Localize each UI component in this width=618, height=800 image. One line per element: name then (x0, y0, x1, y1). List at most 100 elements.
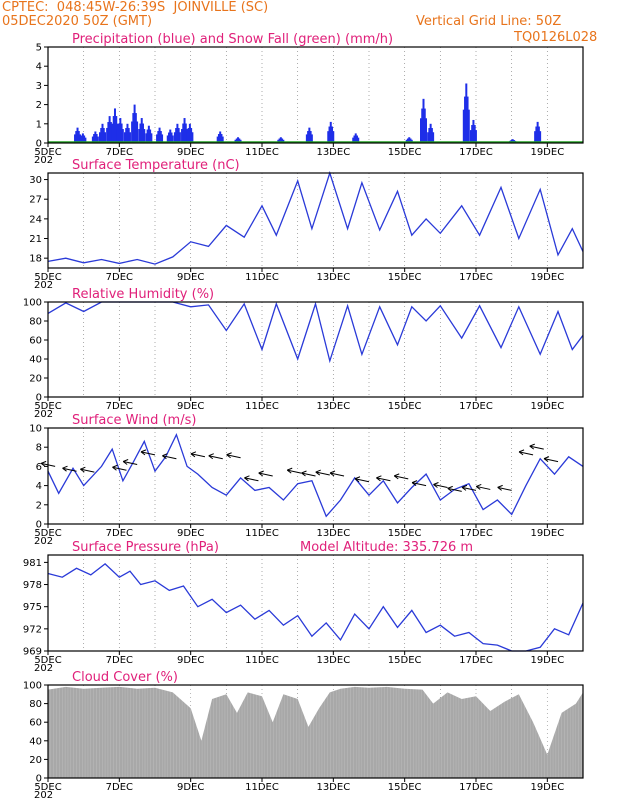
y-tick-label: 2 (36, 500, 42, 511)
panel-frame (47, 46, 584, 144)
precip-bar (136, 121, 139, 143)
wind-arrow (301, 470, 316, 477)
wind-arrow (244, 475, 259, 482)
wind-arrow-head (529, 443, 535, 450)
wind-arrow-shaft (529, 445, 544, 450)
wind-arrow-shaft (329, 472, 345, 477)
y-tick-label: 21 (29, 234, 42, 245)
wind-arrow-shaft (394, 475, 409, 480)
y-tick-label: 981 (23, 558, 42, 569)
y-tick-label: 60 (29, 336, 42, 347)
precip-bar (178, 132, 181, 143)
y-tick-label: 969 (23, 647, 42, 658)
precip-bar (111, 123, 114, 143)
wind-arrow (497, 484, 512, 491)
precip-bar (83, 135, 86, 143)
x-year-stub: 202 (34, 155, 53, 166)
wind-arrow-head (80, 466, 86, 473)
wind-arrow (393, 473, 409, 480)
precip-bar (183, 118, 186, 143)
precip-bar (74, 134, 77, 143)
wind-arrow-head (162, 453, 168, 460)
x-tick-label: 15DEC (388, 782, 422, 793)
precip-bar (467, 109, 470, 143)
wind-arrow (461, 484, 477, 491)
y-tick-label: 0 (36, 393, 42, 404)
wind-arrow (329, 470, 345, 477)
wind-arrow-shaft (518, 451, 534, 456)
precip-bar (159, 131, 162, 143)
precip-bar (353, 135, 356, 143)
precip-bar (190, 128, 193, 143)
precip-bar (464, 96, 467, 143)
precip-bar (408, 137, 411, 143)
x-tick-label: 15DEC (388, 528, 422, 539)
precip-bar (422, 98, 425, 143)
precip-bar (156, 134, 159, 143)
y-tick-label: 100 (23, 298, 42, 309)
wind-arrow (376, 475, 391, 482)
x-tick-label: 7DEC (106, 401, 133, 412)
x-tick-label: 17DEC (459, 147, 493, 158)
x-tick-label: 7DEC (106, 272, 133, 283)
panel-4: Surface Wind (m/s) 0 2 4 6 8 10 5DEC 7DEC 9DEC 11D… (29, 413, 584, 547)
precip-bar (150, 133, 153, 143)
x-tick-label: 5DEC (34, 655, 61, 666)
x-tick-label: 13DEC (316, 782, 350, 793)
precip-bar (75, 131, 78, 143)
precip-bar (79, 137, 82, 143)
wind-arrow (286, 467, 302, 474)
precip-bar (535, 126, 538, 143)
wind-arrow (411, 480, 427, 487)
wind-arrow-shaft (461, 486, 477, 491)
wind-arrow-head (122, 459, 129, 465)
precip-bar (354, 133, 357, 143)
precip-bar (188, 123, 191, 143)
x-year-stub: 202 (34, 536, 53, 547)
precip-bar (423, 108, 426, 143)
wind-arrow-shaft (80, 468, 95, 473)
panel-5: Surface Pressure (hPa) Model Altitude: 33… (23, 540, 584, 674)
precip-bar (145, 133, 148, 143)
wind-arrow (80, 466, 95, 473)
cloud-cover-area (48, 686, 583, 778)
precip-bar (103, 132, 106, 143)
x-tick-label: 5DEC (34, 528, 61, 539)
x-tick-label: 19DEC (530, 528, 564, 539)
precip-bar (77, 131, 80, 143)
x-tick-label: 15DEC (388, 147, 422, 158)
precip-bar (432, 132, 435, 143)
y-tick-label: 18 (29, 254, 42, 265)
wind-arrow-shaft (190, 453, 206, 458)
precip-bar (132, 113, 135, 143)
precip-bar (307, 131, 310, 143)
x-tick-label: 7DEC (106, 528, 133, 539)
panel-title: Cloud Cover (%) (72, 670, 178, 685)
precip-bar (536, 121, 539, 143)
precip-bar (421, 108, 424, 143)
precip-bar (462, 109, 465, 143)
precip-bar (169, 129, 172, 143)
y-tick-label: 20 (29, 755, 42, 766)
x-tick-label: 15DEC (388, 655, 422, 666)
precip-bar (424, 118, 427, 143)
x-tick-label: 13DEC (316, 528, 350, 539)
x-year-stub: 202 (34, 663, 53, 674)
precip-bar (157, 131, 160, 143)
x-tick-label: 9DEC (177, 782, 204, 793)
precip-bar (138, 129, 141, 143)
precip-bar (465, 83, 468, 143)
x-tick-label: 5DEC (34, 782, 61, 793)
precip-bar (96, 136, 99, 143)
wind-arrow-shaft (244, 477, 259, 482)
x-tick-label: 7DEC (106, 655, 133, 666)
precip-bar (420, 118, 423, 143)
precip-bar (219, 131, 222, 143)
wind-arrow-head (518, 449, 525, 456)
wind-arrow-head (315, 469, 321, 476)
precip-bar (471, 125, 474, 143)
wind-arrow-head (376, 475, 382, 482)
precip-bar (121, 129, 124, 143)
precip-bar (127, 128, 130, 143)
